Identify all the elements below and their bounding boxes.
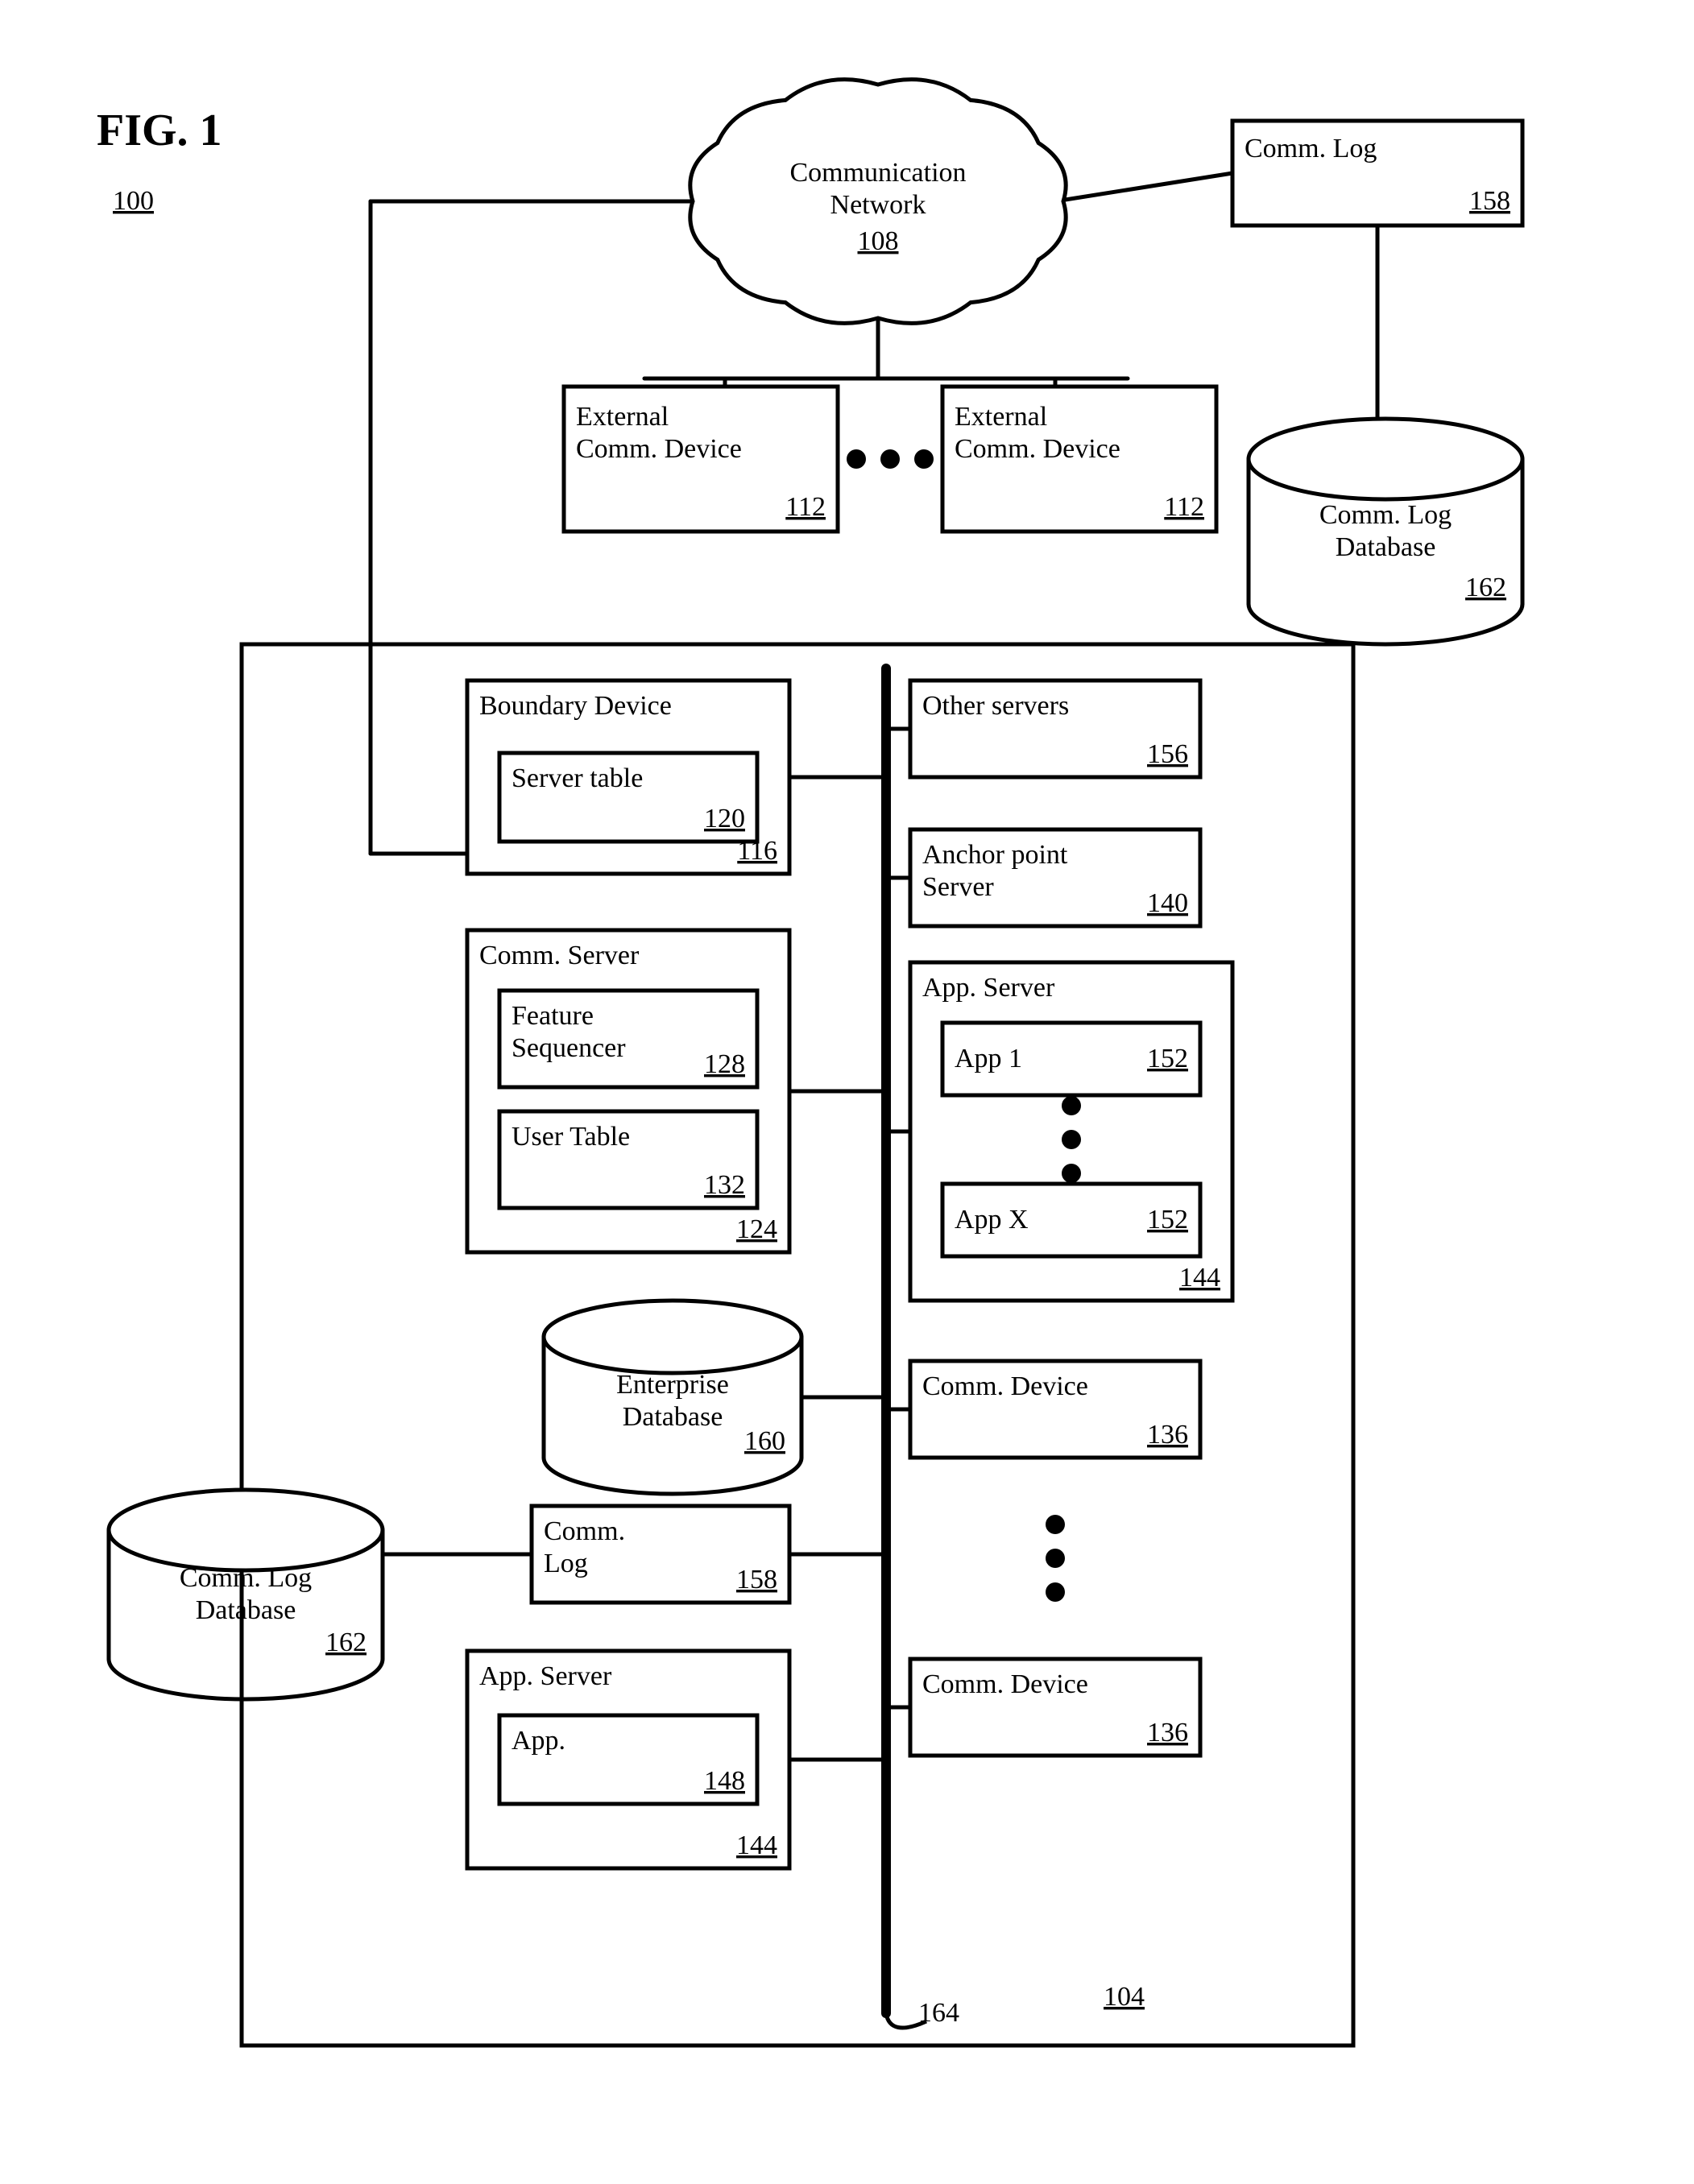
commserver-ref: 124 [736, 1214, 777, 1244]
usertable-label: User Table [512, 1122, 630, 1152]
appserver-r-ref: 144 [1179, 1263, 1220, 1293]
usertable-ref: 132 [704, 1170, 745, 1200]
commlog-l-label: Comm.Log [544, 1516, 625, 1578]
db-top-label: Comm. LogDatabase [1319, 500, 1452, 562]
anchor-server-ref: 140 [1147, 888, 1188, 918]
ext-device-1-label: ExternalComm. Device [576, 402, 742, 464]
db-left-label: Comm. LogDatabase [180, 1563, 312, 1625]
app-l-ref: 148 [704, 1766, 745, 1796]
db-left-ref: 162 [325, 1628, 367, 1657]
appx-ref: 152 [1147, 1205, 1188, 1235]
figure-ref: 100 [113, 186, 154, 216]
commlog-top-label: Comm. Log [1245, 134, 1377, 163]
other-servers-label: Other servers [922, 691, 1069, 721]
app-l-label: App. [512, 1726, 565, 1756]
fseq-label: FeatureSequencer [512, 1001, 626, 1063]
appx-label: App X [955, 1205, 1029, 1235]
bus-ref: 164 [918, 1998, 959, 2028]
servertable-label: Server table [512, 763, 643, 793]
commlog-top-ref: 158 [1469, 186, 1510, 216]
appserver-l-label: App. Server [479, 1661, 612, 1691]
enterprise-ref: 104 [1104, 1982, 1145, 2012]
app1-ref: 152 [1147, 1044, 1188, 1073]
comm-device-1-ref: 136 [1147, 1420, 1188, 1450]
servertable-ref: 120 [704, 804, 745, 833]
ext-device-2-label: ExternalComm. Device [955, 402, 1120, 464]
cloud-ref: 108 [858, 226, 899, 256]
app1-label: App 1 [955, 1044, 1022, 1073]
entdb-label: EnterpriseDatabase [616, 1370, 729, 1432]
comm-device-2-ref: 136 [1147, 1718, 1188, 1748]
other-servers-ref: 156 [1147, 739, 1188, 769]
boundary-label: Boundary Device [479, 691, 672, 721]
entdb-ref: 160 [744, 1426, 785, 1456]
fseq-ref: 128 [704, 1049, 745, 1079]
commserver-label: Comm. Server [479, 941, 640, 970]
appserver-r-label: App. Server [922, 973, 1055, 1003]
db-top-ref: 162 [1465, 573, 1506, 602]
appserver-l-ref: 144 [736, 1830, 777, 1860]
comm-device-2-label: Comm. Device [922, 1669, 1088, 1699]
ext-device-2-ref: 112 [1164, 492, 1204, 522]
ext-device-1-ref: 112 [785, 492, 826, 522]
commlog-l-ref: 158 [736, 1565, 777, 1595]
anchor-server-label: Anchor pointServer [922, 840, 1068, 902]
comm-device-1-label: Comm. Device [922, 1371, 1088, 1401]
figure-title: FIG. 1 [97, 105, 222, 155]
